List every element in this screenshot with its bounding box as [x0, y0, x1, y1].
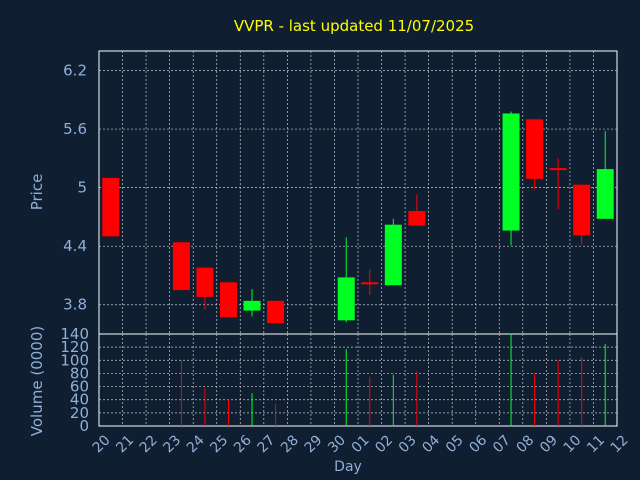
price-axis-label: Price	[28, 174, 46, 211]
candle-body	[408, 211, 426, 226]
price-tick-label: 3.8	[63, 296, 87, 314]
candle-body	[102, 177, 120, 237]
candle-body	[361, 282, 379, 285]
candle-body	[220, 282, 237, 318]
price-tick-label: 4.4	[63, 237, 87, 255]
price-tick-label: 6.2	[63, 62, 87, 80]
candle-body	[502, 113, 520, 231]
candle-body	[573, 184, 591, 236]
x-axis: 20 21 22 23 24 25 26 27 28 29 30 01 02 03 04 05 06 07 08 09…	[90, 432, 632, 456]
chart-title: VVPR - last updated 11/07/2025	[234, 17, 474, 35]
price-tick-label: 5.6	[63, 120, 87, 138]
volume-tick-label: 20	[70, 404, 89, 422]
price-panel: 6.2 5.6 5 4.4 3.8	[63, 50, 618, 335]
volume-axis-label: Volume (0000)	[28, 326, 46, 436]
candle-body	[337, 277, 355, 321]
candle-body	[172, 242, 190, 291]
volume-tick-label: 60	[70, 378, 89, 396]
candle-body	[526, 119, 544, 179]
x-axis-label: Day	[334, 459, 362, 475]
price-tick-label: 5	[77, 179, 87, 197]
candle-body	[196, 267, 214, 297]
volume-tick-label: 0	[79, 417, 89, 435]
candle-body	[384, 224, 402, 286]
volume-tick-label: 40	[70, 391, 89, 409]
candle-body	[549, 168, 567, 171]
candle-body	[267, 300, 285, 324]
candle-body	[596, 169, 614, 219]
volume-tick-label: 80	[70, 364, 89, 382]
volume-tick-label: 100	[60, 351, 89, 369]
volume-tick-label: 120	[60, 338, 89, 356]
volume-tick-label: 140	[60, 325, 89, 343]
candle-body	[243, 300, 261, 311]
